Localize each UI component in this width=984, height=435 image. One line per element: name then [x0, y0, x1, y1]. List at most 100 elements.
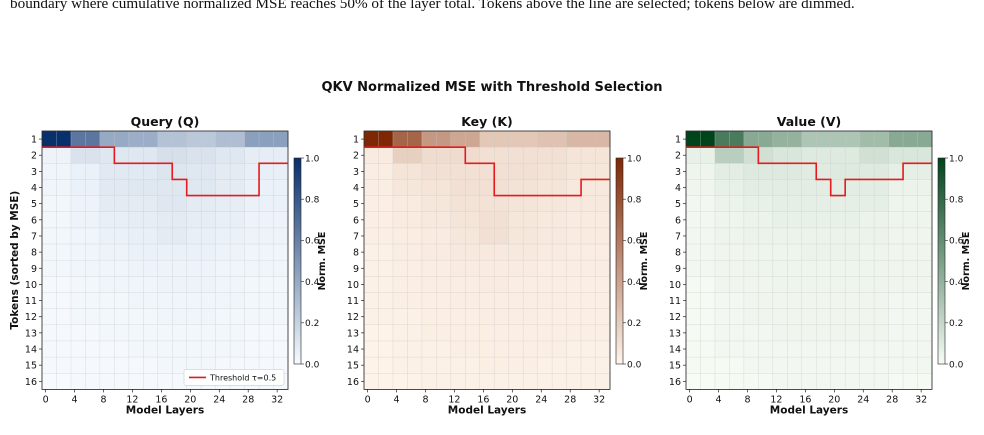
threshold-line [42, 146, 288, 197]
y-tick-label: 13 [669, 328, 681, 339]
x-tick-label: 4 [72, 394, 78, 405]
heatmap-cell [888, 227, 933, 245]
heatmap-cell [566, 260, 611, 277]
y-tick-label: 10 [669, 280, 681, 291]
heatmap-cell [566, 211, 611, 229]
heatmap-cell [888, 324, 933, 342]
y-tick-label: 15 [25, 361, 37, 372]
x-tick-label: 12 [448, 394, 460, 405]
panel-title: Value (V) [777, 114, 842, 129]
x-tick-label: 0 [43, 394, 49, 405]
y-tick-label: 3 [353, 167, 359, 178]
y-tick-label: 11 [347, 296, 359, 307]
colorbar-tick-label: 1.0 [627, 154, 642, 164]
colorbar [615, 157, 624, 365]
x-tick-label: 28 [242, 394, 254, 405]
figure-title: QKV Normalized MSE with Threshold Select… [321, 80, 663, 95]
heatmap-cell [566, 324, 611, 342]
heatmap-cell [566, 292, 611, 309]
y-tick-label: 11 [669, 296, 681, 307]
heatmap-cell [888, 373, 933, 390]
y-tick-label: 3 [31, 167, 37, 178]
colorbar-tick-label: 0.4 [305, 278, 320, 288]
x-axis-label: Model Layers [448, 404, 526, 416]
heatmap-cell [244, 131, 289, 148]
threshold-line [686, 146, 932, 197]
y-tick-label: 2 [353, 151, 359, 162]
x-tick-label: 8 [100, 394, 106, 405]
y-tick-label: 14 [347, 345, 359, 356]
legend-box [183, 369, 285, 386]
heatmap-cell [244, 195, 289, 213]
y-tick-label: 11 [25, 296, 37, 307]
plot-frame [685, 130, 933, 390]
x-tick-label: 24 [857, 394, 869, 405]
heatmap-cell [888, 340, 933, 358]
heatmap-cell [888, 292, 933, 309]
y-tick-label: 14 [669, 345, 681, 356]
colorbar-tick-label: 0.0 [627, 360, 642, 370]
x-tick-label: 16 [155, 394, 167, 405]
panel-title: Key (K) [461, 114, 513, 129]
heatmap-cell [888, 147, 933, 164]
heatmap-cell [566, 147, 611, 164]
x-tick-label: 32 [915, 394, 927, 405]
colorbar-tick-label: 0.8 [305, 196, 320, 206]
colorbar-tick-label: 0.6 [949, 237, 964, 247]
heatmap-cell [244, 163, 289, 180]
heatmap-cell [888, 276, 933, 293]
panel-title: Query (Q) [131, 114, 200, 129]
heatmap-cell [566, 340, 611, 358]
y-tick-label: 16 [25, 377, 37, 388]
y-tick-label: 14 [25, 345, 37, 356]
heatmap-cell [566, 163, 611, 180]
heatmap-cell [244, 340, 289, 358]
y-tick-label: 9 [31, 264, 37, 275]
x-tick-label: 28 [564, 394, 576, 405]
colorbar-label: Norm. MSE [317, 232, 328, 291]
x-axis-label: Model Layers [126, 404, 204, 416]
x-tick-label: 12 [770, 394, 782, 405]
heatmap-cell [888, 179, 933, 196]
heatmap-cell [888, 211, 933, 229]
x-tick-label: 8 [422, 394, 428, 405]
y-tick-label: 5 [31, 199, 37, 210]
y-tick-label: 6 [353, 215, 359, 226]
y-tick-label: 3 [675, 167, 681, 178]
y-tick-label: 7 [675, 231, 681, 242]
colorbar-tick-label: 0.8 [949, 196, 964, 206]
y-tick-label: 16 [669, 377, 681, 388]
x-axis-label: Model Layers [770, 404, 848, 416]
colorbar-tick-label: 0.6 [305, 237, 320, 247]
x-tick-label: 20 [506, 394, 518, 405]
colorbar-label: Norm. MSE [961, 232, 972, 291]
x-tick-label: 16 [799, 394, 811, 405]
x-tick-label: 20 [184, 394, 196, 405]
y-tick-label: 4 [675, 183, 681, 194]
heatmap-cell [244, 179, 289, 196]
heatmap-cell [566, 308, 611, 326]
y-tick-label: 10 [25, 280, 37, 291]
y-tick-label: 1 [31, 135, 37, 146]
x-tick-label: 32 [271, 394, 283, 405]
heatmap-cell [566, 179, 611, 196]
x-tick-label: 32 [593, 394, 605, 405]
y-tick-label: 1 [353, 135, 359, 146]
heatmap-cell [888, 260, 933, 277]
colorbar-tick-label: 0.8 [627, 196, 642, 206]
y-tick-label: 8 [675, 248, 681, 259]
x-tick-label: 24 [213, 394, 225, 405]
heatmap-cell [244, 324, 289, 342]
y-tick-label: 5 [353, 199, 359, 210]
y-tick-label: 8 [353, 248, 359, 259]
heatmap-cell [888, 195, 933, 213]
heatmap-cell [566, 195, 611, 213]
y-tick-label: 16 [347, 377, 359, 388]
y-tick-label: 13 [25, 328, 37, 339]
heatmap-cell [888, 357, 933, 374]
colorbar-tick-label: 1.0 [949, 154, 964, 164]
heatmap-cell [244, 292, 289, 309]
